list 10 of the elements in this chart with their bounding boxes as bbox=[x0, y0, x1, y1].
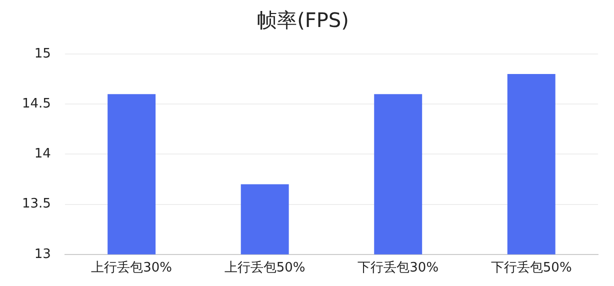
x-tick-label: 下行丢包50% bbox=[490, 260, 572, 276]
y-tick-label: 14.5 bbox=[22, 96, 51, 112]
y-tick-label: 15 bbox=[34, 46, 51, 62]
chart-title: 帧率(FPS) bbox=[257, 8, 349, 32]
x-tick-label: 上行丢包50% bbox=[224, 260, 306, 276]
y-tick-label: 13.5 bbox=[22, 196, 51, 212]
x-tick-label: 下行丢包30% bbox=[358, 260, 439, 276]
y-tick-label: 13 bbox=[34, 246, 51, 262]
y-tick-label: 14 bbox=[34, 146, 51, 162]
x-tick-label: 上行丢包30% bbox=[91, 260, 172, 276]
